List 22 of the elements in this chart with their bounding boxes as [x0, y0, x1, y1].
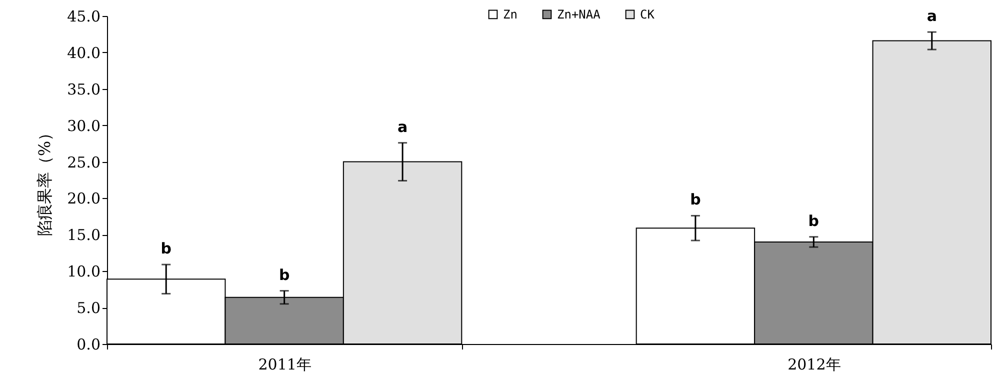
- y-tick-label: 5.0: [76, 299, 100, 318]
- y-tick-label: 15.0: [67, 226, 100, 244]
- legend-label: CK: [640, 7, 656, 22]
- legend-label: Zn: [503, 7, 518, 22]
- data-label: b: [690, 190, 702, 209]
- y-tick-label: 35.0: [67, 80, 100, 98]
- y-tick-label: 45.0: [67, 8, 100, 26]
- data-label: a: [926, 7, 937, 26]
- data-label: b: [278, 266, 290, 284]
- x-tick-label: 2011年: [258, 356, 312, 374]
- data-label: b: [160, 240, 172, 258]
- y-tick-label: 20.0: [67, 190, 100, 208]
- y-tick-label: 40.0: [67, 44, 100, 62]
- legend-label: Zn+NAA: [557, 7, 602, 22]
- y-axis-title: 陷痕果率（%）: [35, 124, 54, 236]
- data-label: b: [808, 212, 820, 230]
- y-tick-label: 25.0: [67, 153, 100, 172]
- y-tick-label: 30.0: [67, 116, 100, 135]
- y-tick-label: 10.0: [67, 262, 100, 281]
- x-tick-label: 2012年: [788, 356, 841, 374]
- data-label: a: [397, 118, 408, 136]
- y-tick-label: 0.0: [76, 336, 100, 354]
